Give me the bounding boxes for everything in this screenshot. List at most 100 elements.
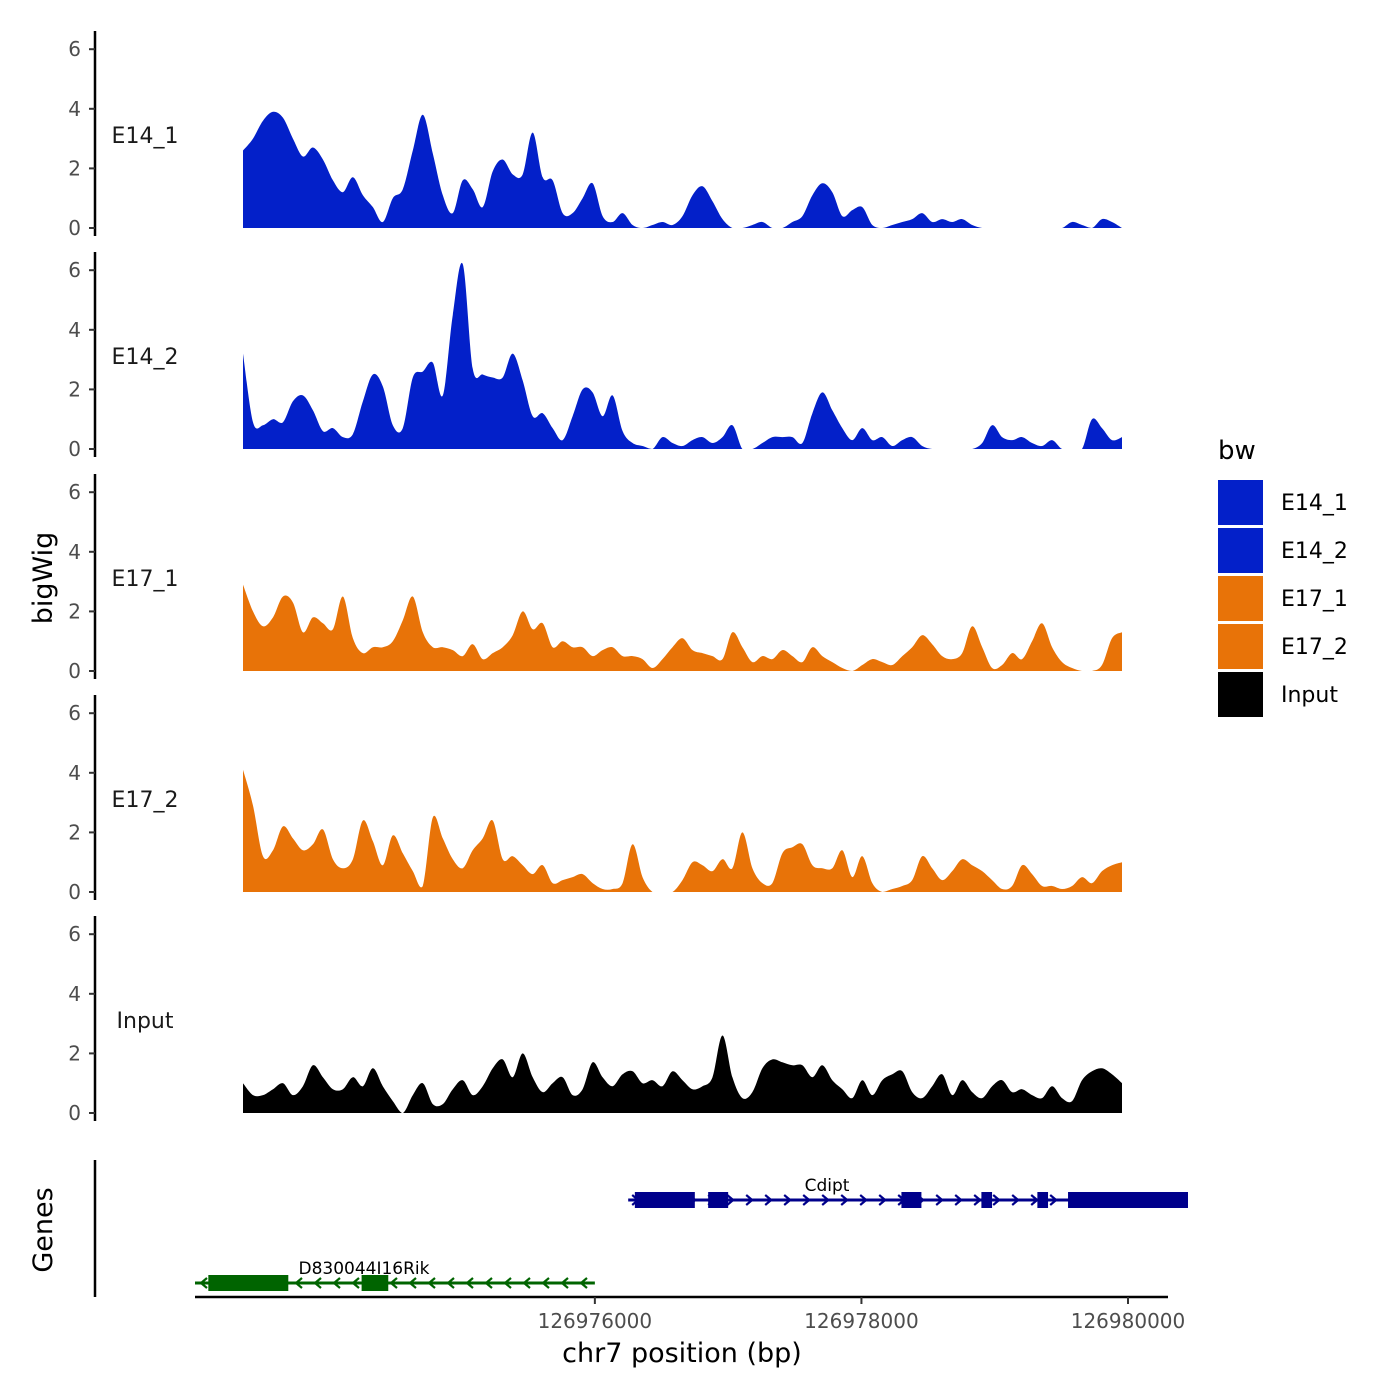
track-e17-2: 0 2 4 6 E17_2 <box>68 695 1122 904</box>
gene-exon <box>901 1192 922 1208</box>
gene-cdipt: Cdipt <box>628 1176 1188 1208</box>
y-tick-label: 0 <box>68 437 81 461</box>
strand-chevron <box>802 1194 811 1206</box>
legend-item: E14_1 <box>1218 480 1348 525</box>
y-tick-label: 4 <box>68 318 81 342</box>
gene-label: Cdipt <box>805 1176 850 1196</box>
gene-d830044i16rik: D830044I16Rik <box>195 1259 595 1291</box>
legend-item: Input <box>1218 672 1338 717</box>
strand-chevron <box>294 1277 303 1289</box>
strand-chevron <box>446 1277 455 1289</box>
y-tick-label: 6 <box>68 37 81 61</box>
strand-chevron <box>351 1277 360 1289</box>
gene-exon <box>208 1275 289 1291</box>
strand-chevron <box>992 1194 1001 1206</box>
strand-chevron <box>1011 1194 1020 1206</box>
x-axis-title: chr7 position (bp) <box>562 1338 802 1369</box>
y-tick-label: 2 <box>68 599 81 623</box>
coverage-area <box>243 1035 1122 1113</box>
y-tick-label: 6 <box>68 922 81 946</box>
y-tick-label: 4 <box>68 97 81 121</box>
strand-chevron <box>745 1194 754 1206</box>
strand-chevron <box>465 1277 474 1289</box>
track-input: 0 2 4 6 Input <box>68 916 1122 1125</box>
y-tick-label: 6 <box>68 258 81 282</box>
strand-chevron <box>859 1194 868 1206</box>
coverage-tracks: 0 2 4 6 E14_1 0 2 4 6 E14_2 0 2 4 6 E17_1 0 2 4 6 E17_2 0 2 4 6… <box>68 31 1122 1125</box>
strand-chevron <box>878 1194 887 1206</box>
track-label: E17_2 <box>112 788 179 813</box>
legend-swatch <box>1218 672 1263 717</box>
strand-chevron <box>764 1194 773 1206</box>
gene-exon <box>981 1192 993 1208</box>
strand-chevron <box>389 1277 398 1289</box>
strand-chevron <box>783 1194 792 1206</box>
track-e14-1: 0 2 4 6 E14_1 <box>68 31 1122 240</box>
strand-chevron <box>522 1277 531 1289</box>
strand-chevron <box>954 1194 963 1206</box>
legend-label: E17_2 <box>1281 635 1348 660</box>
y-axis-title: bigWig <box>28 532 59 625</box>
x-axis: 126976000 126978000 126980000 <box>195 1295 1186 1333</box>
coverage-area <box>243 584 1122 671</box>
gene-label: D830044I16Rik <box>298 1259 429 1279</box>
track-label: Input <box>117 1009 174 1034</box>
y-tick-label: 0 <box>68 880 81 904</box>
strand-chevron <box>1049 1194 1058 1206</box>
track-label: E17_1 <box>112 567 179 592</box>
gene-exon <box>1068 1192 1188 1208</box>
y-tick-label: 6 <box>68 701 81 725</box>
y-tick-label: 2 <box>68 156 81 180</box>
gene-track: Cdipt D830044I16Rik <box>93 1160 1188 1297</box>
legend-label: Input <box>1281 683 1338 708</box>
strand-chevron <box>427 1277 436 1289</box>
strand-chevron <box>199 1277 208 1289</box>
y-tick-label: 2 <box>68 820 81 844</box>
legend-label: E17_1 <box>1281 587 1348 612</box>
strand-chevron <box>935 1194 944 1206</box>
coverage-area <box>243 111 1122 228</box>
gene-exon <box>634 1192 695 1208</box>
x-tick-label: 126980000 <box>1071 1309 1186 1333</box>
strand-chevron <box>579 1277 588 1289</box>
track-e14-2: 0 2 4 6 E14_2 <box>68 252 1122 461</box>
strand-chevron <box>973 1194 982 1206</box>
strand-chevron <box>541 1277 550 1289</box>
y-tick-label: 0 <box>68 1101 81 1125</box>
legend-swatch <box>1218 528 1263 573</box>
legend-label: E14_2 <box>1281 539 1348 564</box>
track-e17-1: 0 2 4 6 E17_1 <box>68 474 1122 683</box>
strand-chevron <box>332 1277 341 1289</box>
x-tick-label: 126978000 <box>804 1309 919 1333</box>
y-tick-label: 4 <box>68 761 81 785</box>
strand-chevron <box>840 1194 849 1206</box>
legend-item: E17_1 <box>1218 576 1348 621</box>
gene-exon <box>1037 1192 1049 1208</box>
strand-chevron <box>821 1194 830 1206</box>
y-tick-label: 4 <box>68 982 81 1006</box>
y-tick-label: 4 <box>68 540 81 564</box>
legend-item: E14_2 <box>1218 528 1348 573</box>
strand-chevron <box>313 1277 322 1289</box>
y-tick-label: 2 <box>68 377 81 401</box>
legend: bw E14_1 E14_2 E17_1 E17_2 Input <box>1218 436 1348 717</box>
strand-chevron <box>726 1194 735 1206</box>
strand-chevron <box>1030 1194 1039 1206</box>
legend-label: E14_1 <box>1281 491 1348 516</box>
legend-swatch <box>1218 480 1263 525</box>
y-tick-label: 0 <box>68 216 81 240</box>
strand-chevron <box>503 1277 512 1289</box>
genes-track-title: Genes <box>28 1187 59 1272</box>
legend-swatch <box>1218 576 1263 621</box>
x-tick-label: 126976000 <box>538 1309 653 1333</box>
legend-item: E17_2 <box>1218 624 1348 669</box>
track-label: E14_2 <box>112 345 179 370</box>
coverage-area <box>243 769 1122 892</box>
strand-chevron <box>408 1277 417 1289</box>
gene-exon <box>361 1275 389 1291</box>
track-label: E14_1 <box>112 124 179 149</box>
strand-chevron <box>484 1277 493 1289</box>
gene-exon <box>708 1192 729 1208</box>
y-tick-label: 2 <box>68 1041 81 1065</box>
